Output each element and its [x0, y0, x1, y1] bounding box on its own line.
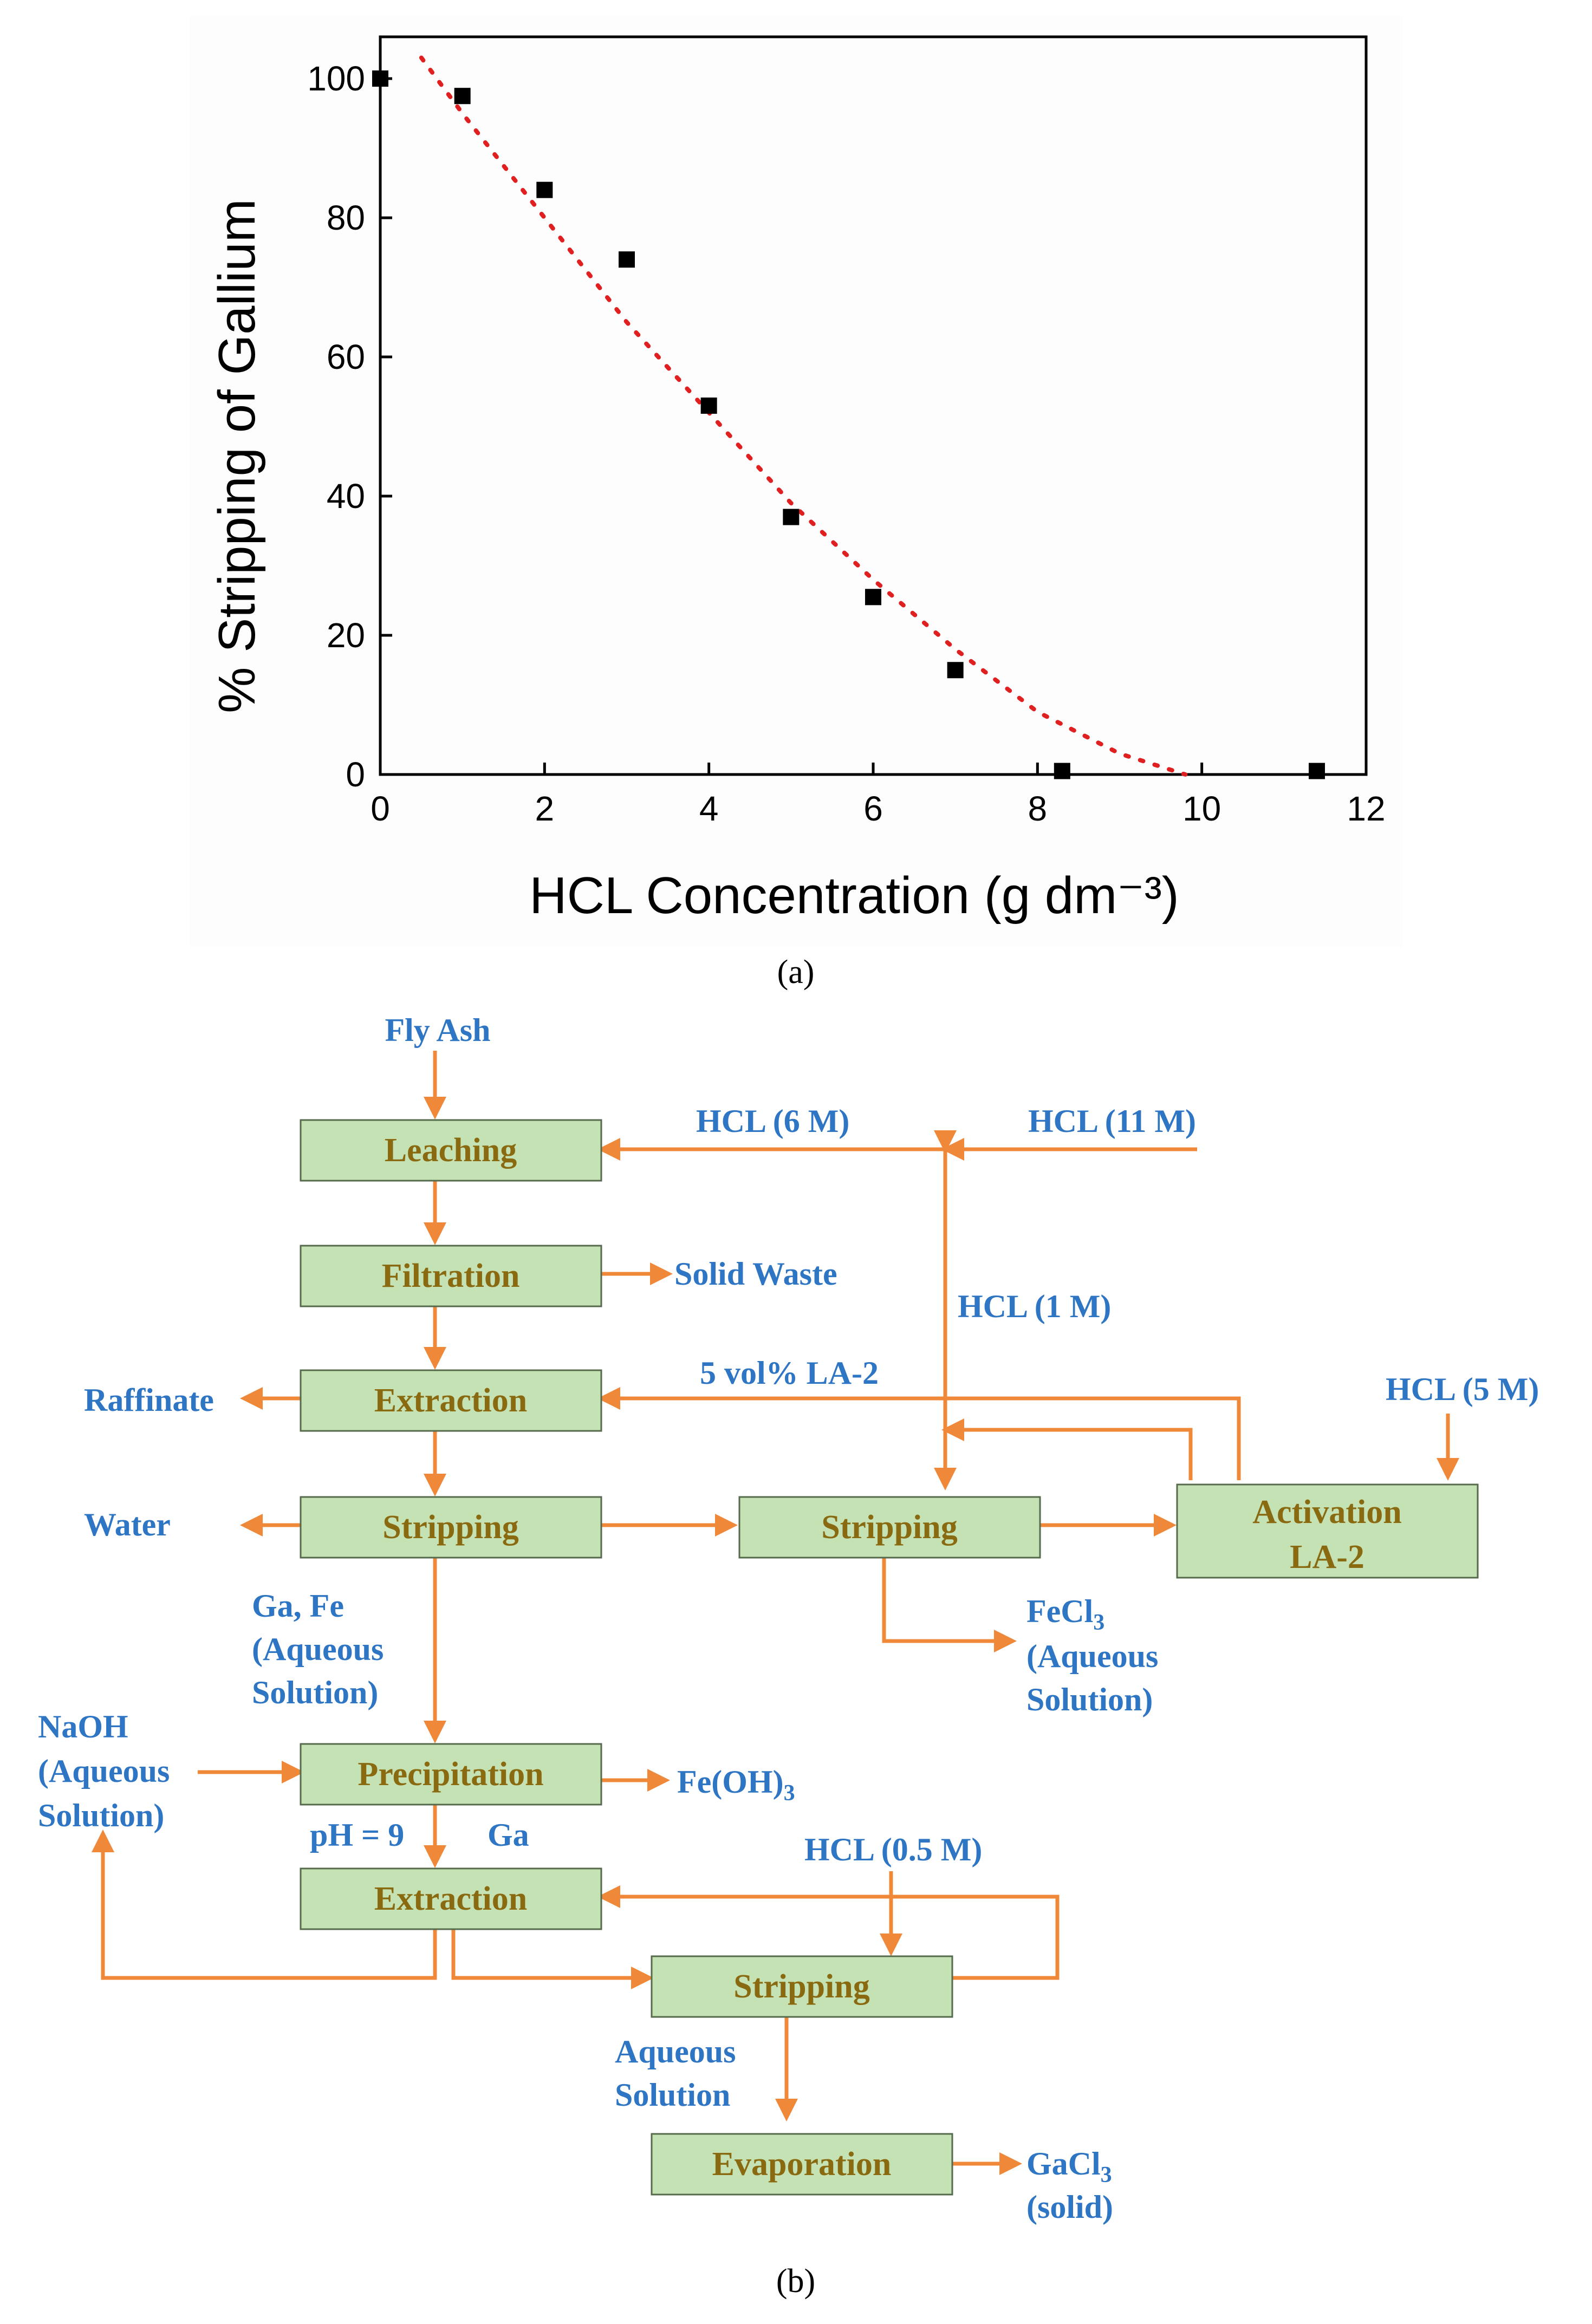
chart-background — [190, 16, 1403, 948]
y-axis-label: % Stripping of Gallium — [208, 199, 266, 713]
label-gacl3: GaCl3 — [1026, 2146, 1112, 2188]
x-tick-label: 6 — [863, 789, 883, 828]
label-hcl-05m: HCL (0.5 M) — [804, 1832, 982, 1867]
box-activation-label-1: Activation — [1252, 1494, 1402, 1531]
arrow-to-fecl3 — [882, 1558, 1017, 1652]
label-hcl-11m: HCL (11 M) — [1028, 1103, 1196, 1139]
label-feoh3: Fe(OH)3 — [677, 1764, 795, 1806]
label-solid: (solid) — [1026, 2189, 1113, 2225]
label-water: Water — [84, 1507, 171, 1542]
data-point — [536, 181, 553, 198]
label-solution-1: Solution) — [252, 1675, 378, 1710]
data-point — [619, 251, 635, 268]
box-extraction-1: Extraction — [300, 1369, 602, 1432]
caption-b: (b) — [776, 2263, 815, 2300]
x-tick-label: 10 — [1182, 789, 1221, 828]
label-hcl-5m: HCL (5 M) — [1386, 1371, 1539, 1407]
x-tick-label: 0 — [371, 789, 390, 828]
data-point — [700, 398, 717, 414]
data-point — [1309, 763, 1325, 779]
label-hcl-1m: HCL (1 M) — [958, 1288, 1111, 1324]
arrow-la2-recycle — [597, 1387, 1241, 1480]
data-points — [372, 70, 1325, 779]
y-tick-label: 80 — [327, 198, 365, 237]
label-fecl3-sub: 3 — [1093, 1610, 1104, 1635]
label-ga: Ga — [488, 1817, 529, 1853]
box-precipitation-label: Precipitation — [358, 1756, 543, 1793]
box-activation: Activation LA-2 — [1176, 1483, 1479, 1579]
box-leaching-label: Leaching — [385, 1132, 517, 1169]
box-filtration-label: Filtration — [382, 1258, 520, 1294]
box-extraction-2-label: Extraction — [374, 1880, 527, 1917]
box-filtration: Filtration — [300, 1245, 602, 1307]
label-feoh3-base: Fe(OH) — [677, 1764, 784, 1800]
flowsheet: Leaching Filtration Extraction Stripping… — [38, 1012, 1539, 2225]
y-tick-label: 40 — [327, 477, 365, 516]
x-tick-label: 4 — [699, 789, 719, 828]
y-axis-ticks: 0 20 40 60 80 100 — [307, 59, 392, 794]
y-tick-label: 0 — [346, 755, 365, 794]
plot-frame — [379, 35, 1368, 776]
caption-a: (a) — [777, 954, 815, 991]
arrow-naoh-recycle — [92, 1830, 437, 1980]
label-solution-2: Solution) — [1026, 1682, 1153, 1717]
label-aqueous-1: (Aqueous — [252, 1631, 384, 1667]
label-fecl3: FeCl3 — [1026, 1593, 1104, 1635]
y-tick-label: 100 — [307, 59, 365, 98]
y-tick-label: 60 — [327, 337, 365, 376]
data-point — [865, 589, 881, 606]
box-activation-label-2: LA-2 — [1290, 1539, 1364, 1576]
x-tick-label: 2 — [535, 789, 555, 828]
box-precipitation: Precipitation — [300, 1743, 602, 1806]
fit-curve — [419, 55, 1188, 777]
y-tick-label: 20 — [327, 616, 365, 655]
label-aqueous-2: (Aqueous — [1026, 1638, 1158, 1674]
box-stripping-1-label: Stripping — [382, 1509, 519, 1546]
label-gacl3-base: GaCl — [1026, 2146, 1101, 2182]
label-fly-ash: Fly Ash — [385, 1012, 490, 1048]
arrow-extraction2-to-stripping3 — [451, 1929, 654, 1989]
box-extraction-1-label: Extraction — [374, 1382, 527, 1419]
data-point — [947, 662, 964, 679]
arrow-stripping3-recycle — [597, 1885, 1060, 1980]
box-stripping-1: Stripping — [300, 1496, 602, 1559]
label-fecl3-base: FeCl — [1026, 1593, 1093, 1629]
label-gacl3-sub: 3 — [1101, 2163, 1112, 2188]
label-naoh: NaOH — [38, 1709, 128, 1744]
data-point — [1054, 763, 1070, 779]
box-evaporation-label: Evaporation — [712, 2146, 892, 2183]
label-aqueous-3: (Aqueous — [38, 1753, 170, 1789]
data-point — [372, 70, 388, 87]
label-solution-4: Solution — [615, 2077, 730, 2113]
label-solid-waste: Solid Waste — [674, 1256, 837, 1292]
box-leaching: Leaching — [300, 1119, 602, 1182]
stripping-chart: 0 20 40 60 80 100 0 2 4 6 8 10 12 HCL Concentration… — [208, 35, 1386, 925]
label-ph9: pH = 9 — [310, 1817, 404, 1853]
box-extraction-2: Extraction — [300, 1867, 602, 1930]
x-tick-label: 12 — [1347, 789, 1385, 828]
box-stripping-2: Stripping — [738, 1496, 1041, 1559]
label-feoh3-sub: 3 — [784, 1781, 795, 1806]
label-ga-fe: Ga, Fe — [252, 1588, 344, 1624]
label-la2-5vol: 5 vol% LA-2 — [700, 1355, 879, 1391]
data-point — [454, 88, 471, 105]
box-evaporation: Evaporation — [651, 2133, 953, 2196]
label-hcl-6m: HCL (6 M) — [696, 1103, 849, 1139]
label-raffinate: Raffinate — [84, 1382, 214, 1418]
box-stripping-2-label: Stripping — [821, 1509, 958, 1546]
x-axis-ticks: 0 2 4 6 8 10 12 — [371, 763, 1386, 828]
x-tick-label: 8 — [1028, 789, 1048, 828]
arrow-activation-hcl-return — [941, 1418, 1193, 1480]
label-solution-3: Solution) — [38, 1798, 164, 1833]
box-stripping-3-label: Stripping — [733, 1968, 870, 2005]
label-aqueous-4: Aqueous — [615, 2034, 736, 2069]
fit-line — [419, 55, 1188, 777]
x-axis-label: HCL Concentration (g dm⁻³) — [529, 867, 1179, 925]
data-point — [783, 509, 800, 525]
box-stripping-3: Stripping — [651, 1955, 953, 2018]
